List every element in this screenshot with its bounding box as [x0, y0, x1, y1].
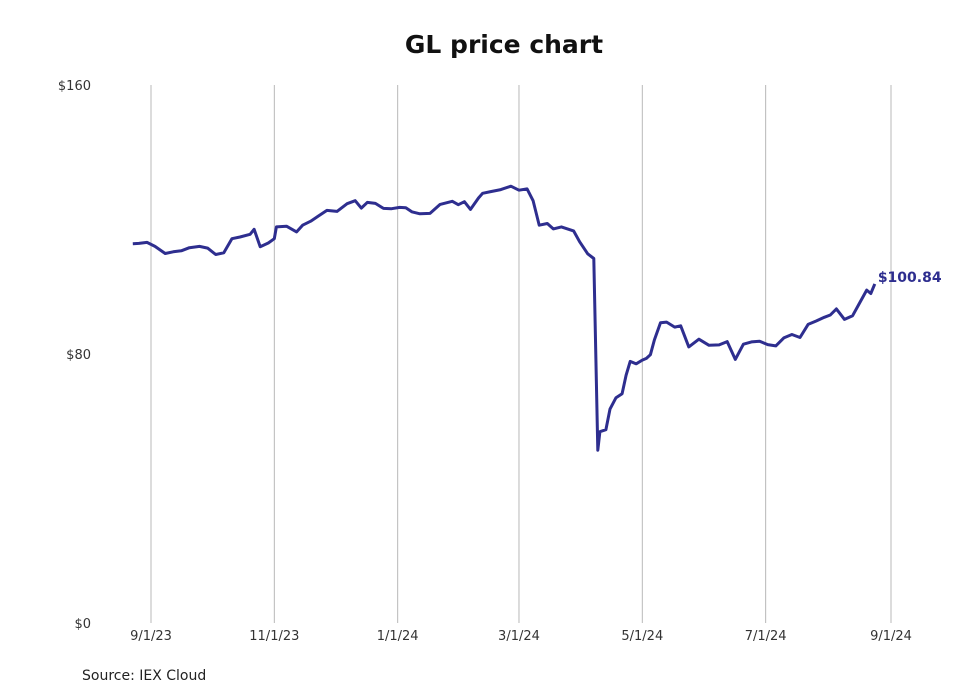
y-tick-label: $80 [66, 348, 91, 363]
x-axis: 9/1/23 11/1/23 1/1/24 3/1/24 5/1/24 7/1/24 9/1… [130, 629, 912, 644]
x-tick-label: 1/1/24 [377, 629, 419, 644]
y-tick-label: $160 [58, 79, 91, 94]
gridlines [150, 85, 892, 623]
x-tick-label: 7/1/24 [745, 629, 787, 644]
y-axis: $0 $80 $160 [58, 79, 91, 632]
x-tick-label: 9/1/24 [870, 629, 912, 644]
series-line-price [132, 184, 877, 452]
x-tick-label: 3/1/24 [498, 629, 540, 644]
x-tick-label: 11/1/23 [249, 629, 299, 644]
x-tick-label: 9/1/23 [130, 629, 172, 644]
chart-title: GL price chart [404, 30, 604, 59]
x-tick-label: 5/1/24 [621, 629, 663, 644]
last-price-label: $100.84 [878, 270, 942, 286]
y-tick-label: $0 [74, 617, 91, 632]
source-note: Source: IEX Cloud [82, 668, 207, 684]
